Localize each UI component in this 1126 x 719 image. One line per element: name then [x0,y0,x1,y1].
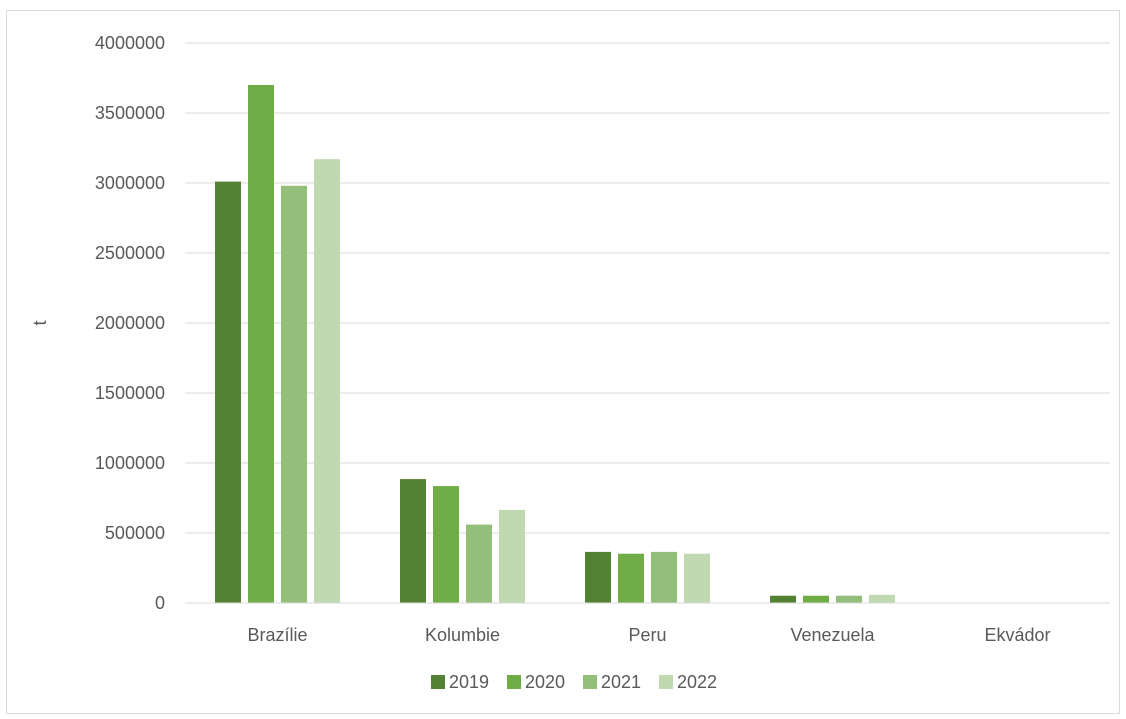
legend-label: 2022 [677,672,717,692]
y-tick-label: 500000 [105,523,165,543]
legend-swatch-2021 [583,675,597,689]
bar-2021-3 [836,595,862,603]
bars [185,85,1110,604]
chart-frame [6,10,1120,714]
bar-2019-0 [215,181,241,603]
y-axis-title: t [30,320,50,325]
x-tick-label: Brazílie [247,625,307,645]
bar-2019-2 [585,551,611,603]
legend-swatch-2019 [431,675,445,689]
y-tick-label: 2500000 [95,243,165,263]
y-tick-label: 4000000 [95,33,165,53]
bar-2019-1 [400,479,426,603]
bar-2020-0 [248,85,274,603]
bar-2022-0 [314,159,340,603]
legend-swatch-2022 [659,675,673,689]
legend-swatch-2020 [507,675,521,689]
y-tick-label: 1500000 [95,383,165,403]
y-tick-label: 2000000 [95,313,165,333]
bar-2020-3 [803,595,829,603]
legend-label: 2019 [449,672,489,692]
bar-2022-2 [684,553,710,603]
y-tick-label: 0 [155,593,165,613]
y-tick-label: 1000000 [95,453,165,473]
bar-2020-1 [433,486,459,603]
y-tick-label: 3000000 [95,173,165,193]
x-tick-label: Peru [628,625,666,645]
bar-2019-3 [770,595,796,603]
y-axis-ticks: 0 500000 1000000 1500000 2000000 2500000 30000… [95,33,165,613]
bar-2022-3 [869,594,895,603]
y-tick-label: 3500000 [95,103,165,123]
bar-2021-2 [651,551,677,603]
bar-2021-1 [466,524,492,603]
x-tick-label: Ekvádor [984,625,1050,645]
legend-label: 2020 [525,672,565,692]
x-tick-label: Venezuela [790,625,875,645]
bar-2020-2 [618,553,644,603]
legend-label: 2021 [601,672,641,692]
x-tick-label: Kolumbie [425,625,500,645]
x-axis-ticks: Brazílie Kolumbie Peru Venezuela Ekvádor [247,625,1050,645]
bar-2022-1 [499,509,525,603]
legend: 2019 2020 2021 2022 [431,672,717,692]
bar-2021-0 [281,185,307,604]
